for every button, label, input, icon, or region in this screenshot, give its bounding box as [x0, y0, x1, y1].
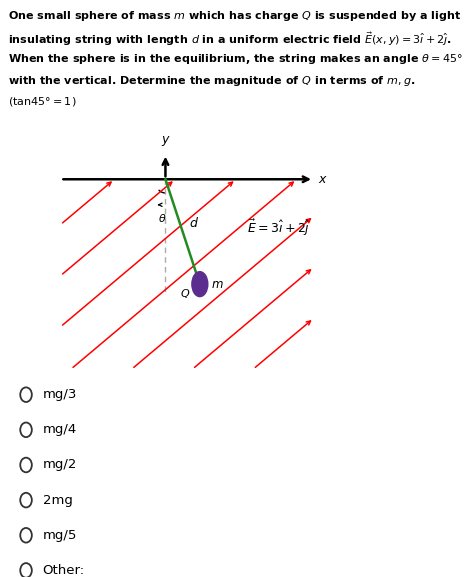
Text: Other:: Other:	[43, 564, 85, 577]
Text: $(\mathrm{tan}45° = 1)$: $(\mathrm{tan}45° = 1)$	[8, 95, 76, 108]
Text: mg/5: mg/5	[43, 529, 77, 542]
Text: $\vec{E} = 3\hat{\imath} + 2\hat{\jmath}$: $\vec{E} = 3\hat{\imath} + 2\hat{\jmath}…	[247, 218, 311, 238]
Text: One small sphere of mass $m$ which has charge $Q$ is suspended by a light: One small sphere of mass $m$ which has c…	[8, 9, 461, 23]
Text: mg/2: mg/2	[43, 459, 77, 471]
Text: $d$: $d$	[189, 216, 199, 230]
Text: $y$: $y$	[160, 134, 170, 148]
Text: $\theta$: $\theta$	[158, 212, 166, 224]
Text: 2mg: 2mg	[43, 494, 73, 507]
Text: mg/4: mg/4	[43, 424, 77, 436]
Text: $m$: $m$	[212, 278, 224, 291]
Text: insulating string with length $d$ in a uniform electric field $\vec{E}(x, y) = 3: insulating string with length $d$ in a u…	[8, 31, 452, 48]
Text: with the vertical. Determine the magnitude of $Q$ in terms of $m, g$.: with the vertical. Determine the magnitu…	[8, 74, 415, 88]
Text: $x$: $x$	[318, 173, 328, 186]
Text: $Q$: $Q$	[180, 287, 191, 300]
Circle shape	[192, 272, 208, 297]
Text: mg/3: mg/3	[43, 388, 77, 401]
Text: When the sphere is in the equilibrium, the string makes an angle $\theta = 45°$: When the sphere is in the equilibrium, t…	[8, 53, 463, 66]
